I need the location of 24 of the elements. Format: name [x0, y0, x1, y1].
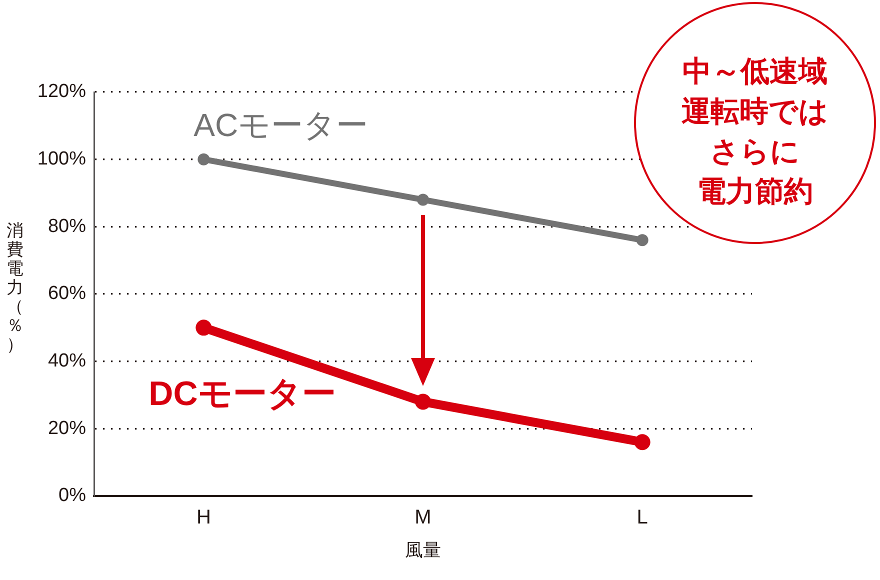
y-tick-label: 80%	[48, 216, 86, 237]
y-tick-label: 100%	[37, 148, 86, 170]
point	[196, 320, 212, 336]
y-tick-label: 0%	[58, 485, 86, 506]
annotation: 運転時では	[680, 95, 830, 130]
text: 中～低速域	[682, 55, 828, 90]
point	[415, 394, 431, 410]
x-tick-label: H	[196, 506, 211, 529]
y-tick-label: 40%	[48, 350, 86, 372]
point	[634, 434, 650, 450]
annotation: 電力節約	[696, 175, 814, 210]
y-tick-label: 20%	[48, 418, 86, 439]
series-label: ACモーター	[194, 107, 368, 144]
y-tick-label: 120%	[37, 81, 86, 102]
x-axis-title: 風量	[405, 540, 441, 560]
point	[198, 153, 210, 166]
x-tick-label: L	[636, 506, 648, 529]
point	[417, 194, 429, 206]
y-tick-label: 60%	[48, 283, 86, 304]
annotation: さらに	[709, 135, 801, 170]
y-axis-title: 消費電力（％）	[6, 221, 24, 355]
point	[636, 234, 648, 246]
series-label: DCモーター	[148, 375, 336, 414]
x-tick-label: M	[414, 506, 432, 529]
